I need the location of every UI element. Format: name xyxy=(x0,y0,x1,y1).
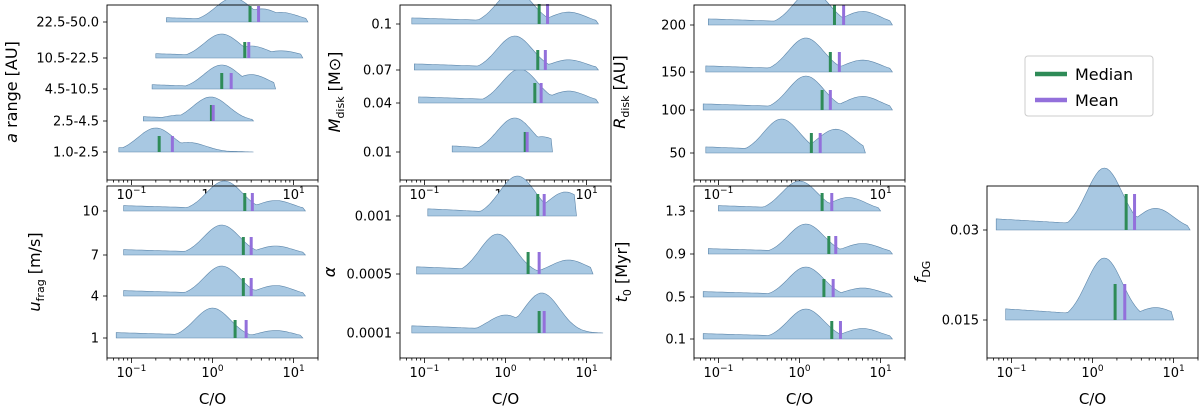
x-tick-label: 10−1 xyxy=(703,186,733,203)
y-axis-label: Rdisk [AU] xyxy=(610,55,632,129)
x-tick-label: 101 xyxy=(282,364,304,381)
ridge-t0-0.1 xyxy=(702,308,894,340)
plot-frame xyxy=(106,4,319,181)
panel-t0: 0.1 0.5 0.9 1.3 10−1 100 101 C/O t0 [Myr] xyxy=(612,180,906,408)
y-tick-label: 200 xyxy=(661,19,686,34)
x-tick-label: 100 xyxy=(1081,364,1104,381)
y-tick-label: 2.5-4.5 xyxy=(53,115,99,130)
x-tick-label: 10−1 xyxy=(409,186,439,203)
x-tick-label: 101 xyxy=(575,364,597,381)
y-tick-label: 0.1 xyxy=(665,333,686,348)
x-tick-label: 101 xyxy=(575,186,597,203)
y-tick-label: 0.07 xyxy=(363,64,392,79)
ridge-mdisk-0.01 xyxy=(451,117,553,153)
y-tick-label: 1.0-2.5 xyxy=(53,146,99,161)
y-axis-label: ufrag [m/s] xyxy=(25,232,47,311)
y-tick-label: 4 xyxy=(91,290,99,305)
y-axis-label: Mdisk [M⊙] xyxy=(325,52,347,133)
y-axis-label: α xyxy=(320,266,339,277)
ridge-t0-0.5 xyxy=(702,266,894,298)
x-axis-label: C/O xyxy=(199,390,226,408)
ridge-t0-0.9 xyxy=(708,223,894,255)
y-tick-label: 50 xyxy=(669,147,686,162)
ridge-alpha-0.0001 xyxy=(411,292,604,334)
ridge-fdg-0.03 xyxy=(995,167,1191,231)
y-tick-label: 0.9 xyxy=(665,248,686,263)
ridge-rdisk-150 xyxy=(705,37,893,73)
y-tick-label: 0.5 xyxy=(665,291,686,306)
legend-mean-label: Mean xyxy=(1075,91,1119,110)
ridge-a-range-2.5-4.5 xyxy=(143,96,255,122)
x-tick-label: 101 xyxy=(1162,364,1184,381)
y-tick-label: 0.015 xyxy=(942,314,979,329)
ridge-rdisk-100 xyxy=(702,75,893,111)
y-tick-label: 4.5-10.5 xyxy=(45,83,99,98)
ridge-mdisk-0.04 xyxy=(418,68,599,104)
x-tick-label: 101 xyxy=(282,186,304,203)
y-tick-label: 0.1 xyxy=(371,18,392,33)
y-tick-label: 0.03 xyxy=(950,224,979,239)
x-tick-label: 101 xyxy=(869,186,891,203)
ridge-a-range-10.5-22.5 xyxy=(155,33,304,59)
panel-alpha: 0.0001 0.0005 0.001 10−1 100 101 C/O α xyxy=(320,175,612,408)
ridge-alpha-0.001 xyxy=(427,175,577,217)
x-tick-label: 10−1 xyxy=(116,364,146,381)
y-tick-label: 22.5-50.0 xyxy=(36,16,99,31)
x-tick-label: 100 xyxy=(788,364,811,381)
ridge-a-range-22.5-50.0 xyxy=(166,0,309,23)
ridge-rdisk-200 xyxy=(708,0,893,26)
y-tick-label: 0.001 xyxy=(355,210,392,225)
panel-a-range: 1.0-2.5 2.5-4.5 4.5-10.5 10.5-22.5 22.5-50.0… xyxy=(2,0,319,203)
ridge-ufrag-4 xyxy=(123,265,307,297)
y-axis-label: fDG xyxy=(911,261,933,284)
y-axis-label: t0 [Myr] xyxy=(612,242,634,303)
x-tick-label: 10−1 xyxy=(116,186,146,203)
ridge-a-range-4.5-10.5 xyxy=(151,64,276,90)
legend-median-label: Median xyxy=(1075,65,1133,84)
x-tick-label: 100 xyxy=(494,364,517,381)
y-tick-label: 10.5-22.5 xyxy=(36,52,99,67)
ridge-ufrag-10 xyxy=(123,180,307,212)
x-tick-label: 10−1 xyxy=(409,364,439,381)
x-tick-label: 100 xyxy=(201,364,224,381)
y-tick-label: 0.04 xyxy=(363,97,392,112)
y-tick-label: 100 xyxy=(661,104,686,119)
legend: Median Mean xyxy=(1024,55,1154,117)
y-axis-label: a range [AU] xyxy=(2,41,21,143)
ridge-t0-1.3 xyxy=(718,180,882,212)
panel-mdisk: 0.010.040.070.110−1100101Mdisk [M⊙] xyxy=(325,0,612,203)
ridge-ufrag-7 xyxy=(123,224,307,256)
x-axis-label: C/O xyxy=(492,390,519,408)
ridge-mdisk-0.1 xyxy=(411,0,599,25)
ridge-mdisk-0.07 xyxy=(414,35,600,71)
y-tick-label: 7 xyxy=(91,249,99,264)
y-tick-label: 0.0001 xyxy=(347,327,393,342)
ridge-rdisk-50 xyxy=(705,118,866,154)
y-tick-label: 1.3 xyxy=(665,205,686,220)
y-tick-label: 0.0005 xyxy=(347,268,393,283)
y-tick-label: 1 xyxy=(91,332,99,347)
panel-ufrag: 1 4 7 10 10−1 100 101 C/O ufrag [m/s] xyxy=(25,180,319,408)
y-tick-label: 150 xyxy=(661,66,686,81)
ridge-alpha-0.0005 xyxy=(416,233,594,275)
y-tick-label: 0.01 xyxy=(363,146,392,161)
y-tick-label: 10 xyxy=(82,205,99,220)
x-tick-label: 10−1 xyxy=(703,364,733,381)
ridge-a-range-1.0-2.5 xyxy=(118,127,254,153)
x-tick-label: 10−1 xyxy=(996,364,1026,381)
ridge-ufrag-1 xyxy=(115,307,304,339)
x-tick-label: 101 xyxy=(869,364,891,381)
ridge-fdg-0.015 xyxy=(1005,257,1174,321)
panel-fdg: 0.015 0.03 10−1 100 101 C/O fDG xyxy=(911,167,1199,408)
x-axis-label: C/O xyxy=(1079,390,1106,408)
x-axis-label: C/O xyxy=(786,390,813,408)
